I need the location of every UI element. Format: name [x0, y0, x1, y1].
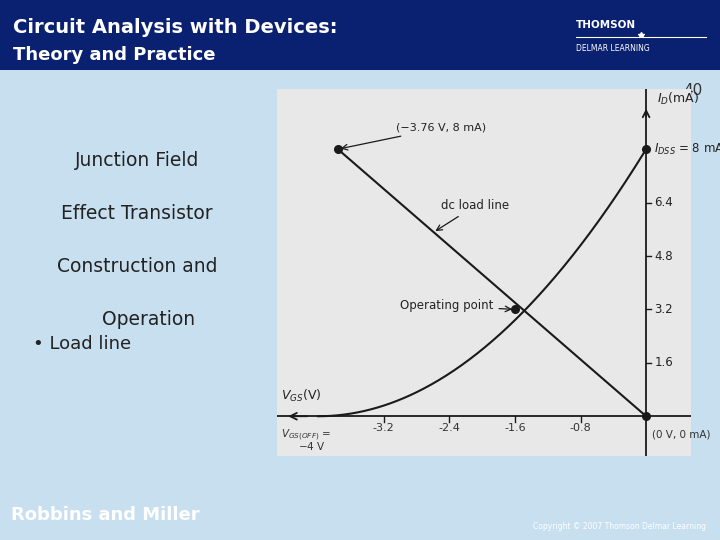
Text: (0 V, 0 mA): (0 V, 0 mA) — [652, 430, 711, 440]
Text: 6.4: 6.4 — [654, 196, 673, 209]
Text: Robbins and Miller: Robbins and Miller — [11, 506, 199, 524]
Text: Junction Field: Junction Field — [75, 151, 199, 171]
Text: DELMAR LEARNING: DELMAR LEARNING — [576, 44, 649, 52]
Text: Operation: Operation — [78, 310, 195, 329]
Text: $V_{GS(OFF)}$ =: $V_{GS(OFF)}$ = — [282, 428, 332, 443]
Text: $I_D$(mA): $I_D$(mA) — [657, 91, 699, 107]
Text: -0.8: -0.8 — [570, 423, 591, 433]
Text: Copyright © 2007 Thomson Delmar Learning: Copyright © 2007 Thomson Delmar Learning — [533, 522, 706, 531]
Text: • Load line: • Load line — [33, 335, 131, 354]
Text: $V_{GS}$(V): $V_{GS}$(V) — [282, 388, 322, 404]
Text: -3.2: -3.2 — [373, 423, 395, 433]
Text: Theory and Practice: Theory and Practice — [13, 45, 215, 64]
Text: 3.2: 3.2 — [654, 303, 673, 316]
Text: Circuit Analysis with Devices:: Circuit Analysis with Devices: — [13, 17, 338, 37]
Text: Construction and: Construction and — [57, 257, 217, 276]
Text: THOMSON: THOMSON — [576, 19, 636, 30]
Text: Operating point: Operating point — [400, 299, 510, 313]
Text: -2.4: -2.4 — [438, 423, 460, 433]
Text: -1.6: -1.6 — [504, 423, 526, 433]
Text: Effect Transistor: Effect Transistor — [61, 204, 212, 224]
Text: $-4$ V: $-4$ V — [297, 440, 325, 451]
Text: 4.8: 4.8 — [654, 249, 673, 262]
Text: $I_{DSS}$ = 8 mA: $I_{DSS}$ = 8 mA — [654, 141, 720, 157]
Text: (−3.76 V, 8 mA): (−3.76 V, 8 mA) — [342, 123, 486, 150]
Text: dc load line: dc load line — [436, 199, 509, 231]
Text: 1.6: 1.6 — [654, 356, 673, 369]
Text: 40: 40 — [683, 83, 702, 98]
